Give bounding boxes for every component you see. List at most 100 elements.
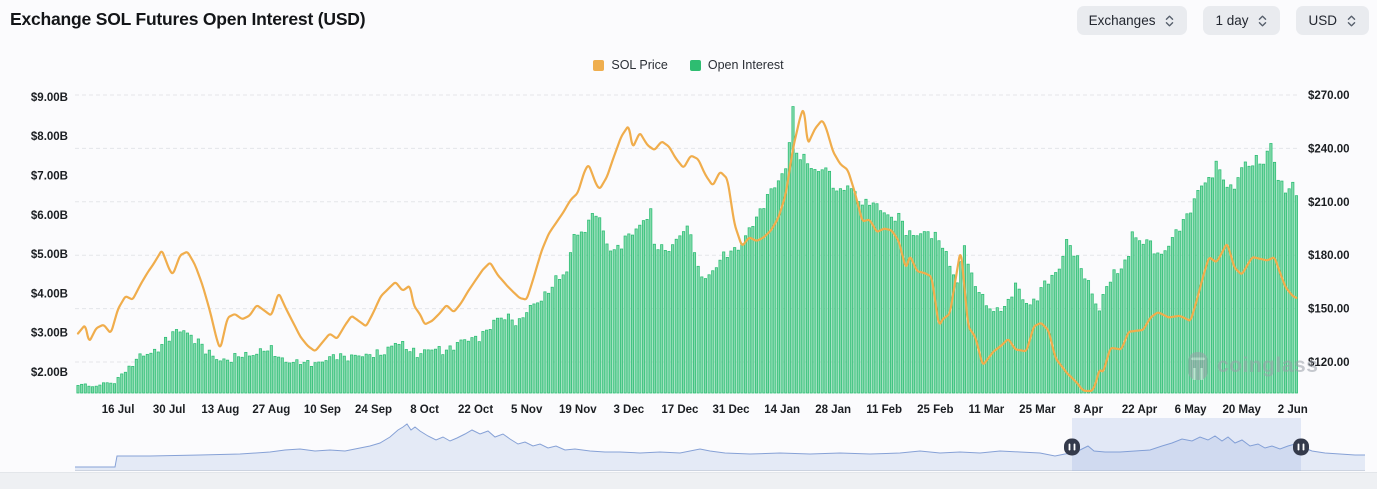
- open-interest-bar: [820, 169, 824, 394]
- open-interest-bar: [911, 235, 915, 394]
- open-interest-bar: [1232, 188, 1236, 394]
- open-interest-bar: [83, 383, 87, 394]
- open-interest-bar: [295, 359, 299, 394]
- currency-select-label: USD: [1308, 13, 1337, 28]
- open-interest-bar: [80, 383, 84, 394]
- open-interest-bar: [944, 251, 948, 394]
- open-interest-bar: [390, 345, 394, 394]
- exchanges-select[interactable]: Exchanges: [1076, 6, 1188, 35]
- left-axis-tick-label: $2.00B: [31, 367, 68, 379]
- open-interest-bar: [1050, 274, 1054, 394]
- open-interest-bar: [784, 168, 788, 394]
- open-interest-bar: [255, 353, 259, 394]
- legend-item-open-interest[interactable]: Open Interest: [689, 58, 784, 72]
- left-axis-tick-label: $6.00B: [31, 210, 68, 222]
- open-interest-bar: [860, 204, 864, 394]
- x-axis-tick-label: 31 Dec: [712, 404, 750, 416]
- open-interest-bar: [1211, 177, 1215, 394]
- open-interest-bar: [492, 319, 496, 394]
- open-interest-bar: [1043, 280, 1047, 394]
- x-axis-tick-label: 25 Feb: [917, 404, 953, 416]
- open-interest-bar: [616, 244, 620, 394]
- open-interest-bar: [835, 190, 839, 394]
- open-interest-bar: [233, 353, 237, 394]
- open-interest-bar: [1083, 278, 1087, 394]
- open-interest-bar: [320, 361, 324, 394]
- open-interest-bar: [1079, 268, 1083, 394]
- open-interest-bar: [116, 377, 120, 394]
- open-interest-bar: [313, 362, 317, 394]
- open-interest-bar: [1076, 255, 1080, 394]
- open-interest-bar: [1276, 179, 1280, 394]
- open-interest-bar: [802, 153, 806, 394]
- open-interest-bar: [346, 360, 350, 394]
- open-interest-bar: [831, 187, 835, 394]
- open-interest-bar: [521, 317, 525, 394]
- open-interest-bar: [506, 313, 510, 394]
- open-interest-bar: [474, 335, 478, 394]
- open-interest-bar: [1280, 180, 1284, 394]
- navigator-selection[interactable]: [1072, 418, 1301, 471]
- open-interest-bar: [630, 234, 635, 394]
- open-interest-bar: [1054, 272, 1058, 394]
- navigator-handle-left[interactable]: [1064, 438, 1080, 456]
- exchanges-select-label: Exchanges: [1088, 13, 1156, 28]
- legend-label-sol-price: SOL Price: [611, 58, 668, 72]
- open-interest-bar: [806, 163, 810, 394]
- open-interest-bar: [857, 201, 861, 394]
- open-interest-bar: [299, 364, 303, 394]
- open-interest-bar: [408, 351, 412, 394]
- open-interest-bar: [649, 208, 653, 394]
- open-interest-bar: [419, 353, 423, 394]
- open-interest-bar: [1003, 306, 1007, 394]
- open-interest-bar: [1046, 283, 1050, 394]
- open-interest-bar: [510, 319, 514, 394]
- open-interest-bar: [609, 250, 613, 394]
- open-interest-bar: [328, 356, 332, 394]
- open-interest-bar: [94, 385, 98, 394]
- open-interest-bar: [277, 356, 281, 394]
- open-interest-bar: [441, 354, 445, 394]
- x-axis-tick-label: 8 Oct: [410, 404, 439, 416]
- open-interest-bar: [350, 354, 354, 394]
- open-interest-bar: [875, 203, 879, 394]
- x-axis-tick-label: 6 May: [1175, 404, 1208, 416]
- open-interest-bar: [211, 355, 215, 394]
- open-interest-bar: [692, 252, 697, 394]
- x-axis-tick-label: 25 Mar: [1019, 404, 1056, 416]
- open-interest-bar: [528, 304, 532, 394]
- navigator-area: [75, 424, 1365, 470]
- open-interest-bar: [495, 317, 500, 394]
- open-interest-bar: [1116, 273, 1120, 394]
- open-interest-bar: [1167, 245, 1171, 394]
- open-interest-bar: [514, 325, 518, 394]
- navigator-handle-right[interactable]: [1293, 438, 1309, 456]
- open-interest-bar: [1072, 255, 1076, 394]
- legend-item-sol-price[interactable]: SOL Price: [593, 58, 668, 72]
- open-interest-bar: [587, 219, 591, 394]
- open-interest-bar: [550, 286, 554, 394]
- open-interest-bar: [827, 170, 832, 394]
- open-interest-bar: [900, 220, 904, 394]
- open-interest-bar: [167, 340, 171, 394]
- open-interest-bar: [817, 171, 821, 394]
- open-interest-bar: [109, 382, 113, 394]
- open-interest-bar: [215, 359, 219, 394]
- open-interest-bar: [1014, 282, 1018, 394]
- open-interest-bar: [448, 345, 452, 394]
- open-interest-bar: [871, 202, 875, 394]
- open-interest-bar: [572, 234, 576, 394]
- open-interest-bar: [517, 318, 521, 394]
- interval-select[interactable]: 1 day: [1203, 6, 1281, 35]
- currency-select[interactable]: USD: [1296, 6, 1369, 35]
- open-interest-bar: [98, 384, 102, 394]
- open-interest-bar: [1170, 237, 1174, 394]
- x-axis-tick-label: 22 Oct: [458, 404, 493, 416]
- open-interest-bar: [682, 231, 686, 394]
- open-interest-bar: [477, 341, 481, 394]
- open-interest-bar: [273, 356, 277, 394]
- open-interest-bar: [758, 208, 762, 394]
- open-interest-bar: [1138, 240, 1142, 394]
